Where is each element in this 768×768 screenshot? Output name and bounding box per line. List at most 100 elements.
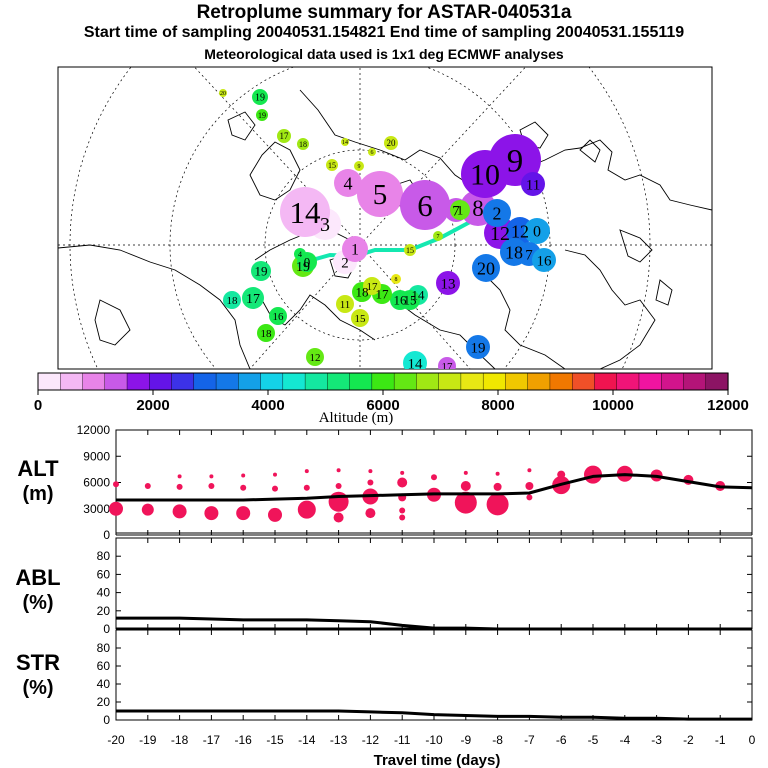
plume-cluster-label: 2 — [341, 255, 349, 271]
colorbar-cell — [371, 372, 395, 391]
altitude-cluster-point — [557, 470, 566, 479]
altitude-cluster-point — [177, 474, 182, 479]
plume-cluster — [472, 254, 500, 282]
plume-cluster-label: 13 — [441, 276, 456, 292]
x-tick-label: -9 — [460, 733, 471, 747]
altitude-cluster-point — [431, 474, 437, 481]
y-tick-label: 40 — [97, 677, 111, 691]
plume-cluster — [461, 150, 509, 198]
colorbar-cell — [238, 372, 262, 391]
colorbar-tick-label: 10000 — [592, 397, 634, 414]
colorbar-cell — [149, 372, 173, 391]
colorbar-cell — [304, 372, 328, 391]
plume-cluster — [354, 161, 364, 171]
plume-cluster-label: 6 — [417, 188, 433, 223]
altitude-cluster-point — [495, 471, 500, 476]
alt-panel-unit: (m) — [22, 483, 53, 505]
colorbar-cell — [282, 372, 306, 391]
plume-cluster — [219, 89, 227, 97]
y-tick-label: 20 — [97, 695, 111, 709]
altitude-cluster-point — [397, 477, 408, 488]
altitude-cluster-point — [333, 512, 344, 523]
altitude-cluster-point — [525, 482, 534, 490]
altitude-cluster-point — [272, 485, 278, 492]
plume-cluster — [483, 199, 511, 227]
y-tick-label: 0 — [103, 622, 110, 636]
plume-cluster-label: 7 — [452, 203, 460, 219]
colorbar-cell — [460, 372, 484, 391]
plume-cluster — [251, 261, 271, 281]
y-tick-label: 40 — [97, 586, 111, 600]
plume-cluster — [297, 138, 309, 150]
x-tick-label: -6 — [556, 733, 567, 747]
plume-cluster-label: 12 — [511, 221, 529, 241]
plume-cluster-label: 18 — [227, 295, 239, 307]
x-axis-label: Travel time (days) — [374, 752, 501, 768]
colorbar-cell — [638, 372, 662, 391]
plume-cluster-label: 19 — [296, 260, 310, 275]
plume-cluster-label: 20 — [220, 91, 226, 97]
plume-cluster — [257, 324, 275, 342]
plume-cluster-label: 18 — [261, 328, 273, 340]
plume-cluster-label: 18 — [299, 140, 307, 149]
colorbar-cell — [104, 372, 128, 391]
plume-cluster-label: 0 — [533, 224, 541, 241]
plume-cluster-label: 4 — [344, 173, 353, 193]
altitude-cluster-point — [141, 503, 154, 516]
plume-cluster — [341, 138, 349, 146]
colorbar-cell — [260, 372, 284, 391]
colorbar-cell — [37, 372, 61, 391]
colorbar-cell — [416, 372, 440, 391]
timeseries-panels: ALT (m) ABL (%) STR (%) 0300060009000120… — [15, 423, 755, 768]
plume-cluster-label: 4 — [298, 250, 302, 259]
plume-cluster — [351, 309, 369, 327]
altitude-cluster-point — [297, 500, 316, 519]
colorbar-cell — [549, 372, 573, 391]
colorbar-tick-label: 12000 — [707, 397, 749, 414]
plume-cluster-label: 9 — [358, 164, 361, 170]
colorbar-tick-label: 6000 — [366, 397, 399, 414]
x-tick-label: -2 — [683, 733, 694, 747]
plume-cluster-label: 8 — [472, 196, 484, 221]
altitude-cluster-point — [400, 470, 405, 475]
colorbar-cell — [661, 372, 685, 391]
altitude-cluster-point — [273, 472, 277, 477]
abl-fraction-line — [116, 616, 752, 631]
plume-cluster-label: 17 — [280, 131, 290, 141]
plume-cluster — [280, 187, 330, 237]
plume-cluster-label: 14 — [342, 140, 348, 146]
plume-cluster — [256, 109, 268, 121]
colorbar-cell — [616, 372, 640, 391]
abl-panel-name: ABL — [15, 565, 60, 590]
plume-cluster — [390, 290, 410, 310]
altitude-cluster-point — [304, 469, 309, 474]
plume-cluster-label: 12 — [310, 352, 321, 364]
abl-panel-unit: (%) — [22, 592, 53, 614]
colorbar-cell — [571, 372, 596, 391]
y-tick-label: 6000 — [83, 476, 110, 490]
mean-altitude-line — [116, 473, 753, 502]
plume-cluster-label: 18 — [356, 285, 369, 300]
x-tick-label: -1 — [715, 733, 726, 747]
plume-cluster — [342, 236, 368, 262]
altitude-cluster-point — [144, 483, 151, 489]
altitude-cluster-point — [236, 506, 251, 521]
plume-cluster-label: 16 — [394, 293, 408, 308]
plume-cluster — [433, 231, 443, 241]
stratosphere-fraction-line — [116, 709, 752, 721]
plume-cluster — [400, 180, 450, 230]
plume-cluster-label: 12 — [490, 223, 510, 245]
plume-cluster-label: 1 — [351, 242, 359, 259]
colorbar-tick-label: 2000 — [136, 397, 169, 414]
colorbar-cell — [527, 372, 551, 391]
x-tick-label: -17 — [203, 733, 221, 747]
altitude-cluster-point — [208, 483, 215, 489]
plume-cluster — [532, 248, 556, 272]
plume-cluster — [269, 307, 287, 325]
y-tick-label: 3000 — [83, 502, 110, 516]
plume-cluster-label: 17 — [367, 281, 379, 293]
plume-cluster-label: 6 — [371, 150, 374, 156]
plume-cluster — [521, 172, 545, 196]
x-tick-label: -11 — [394, 733, 411, 747]
